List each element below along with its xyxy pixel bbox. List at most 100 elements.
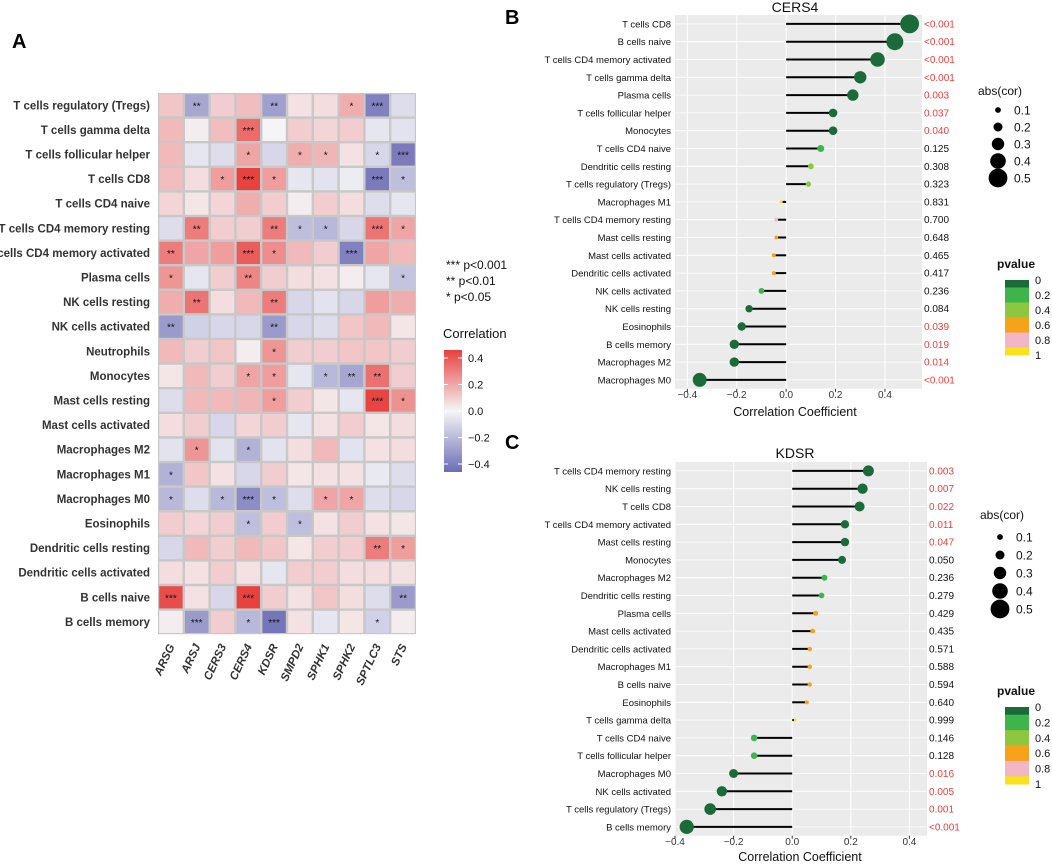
cers4-pvalue-label: 0.014 bbox=[924, 358, 949, 369]
heatmap-cell bbox=[210, 168, 235, 191]
cers4-title: CERS4 bbox=[772, 0, 819, 15]
kdsr-color-key bbox=[1005, 730, 1029, 739]
heatmap-cell bbox=[314, 537, 338, 560]
heatmap-cell bbox=[339, 463, 364, 486]
kdsr-dot bbox=[818, 592, 825, 599]
kdsr-category-label: T cells CD4 memory resting bbox=[554, 466, 671, 477]
heatmap-row-label: T cells gamma delta bbox=[41, 125, 151, 137]
cers4-category-label: Mast cells activated bbox=[588, 251, 671, 262]
heatmap-cell bbox=[391, 192, 415, 215]
heatmap-cell bbox=[210, 266, 235, 289]
heatmap-cell bbox=[159, 94, 183, 117]
cers4-pvalue-label: <0.001 bbox=[924, 37, 955, 48]
heatmap-cell bbox=[210, 561, 235, 584]
cers4-dot bbox=[729, 357, 739, 367]
heatmap-cell bbox=[314, 512, 338, 535]
kdsr-x-tick-label: 0.4 bbox=[902, 837, 916, 848]
heatmap-cell bbox=[185, 487, 209, 510]
significance-star: * bbox=[169, 470, 173, 481]
heatmap-cell bbox=[262, 315, 286, 338]
cers4-color-key bbox=[1005, 287, 1029, 296]
sig-legend-line-1: *** p<0.001 bbox=[446, 258, 507, 272]
kdsr-pvalue-label: 0.047 bbox=[929, 538, 954, 549]
cers4-pvalue-label: 0.125 bbox=[924, 144, 949, 155]
heatmap-cell bbox=[210, 537, 235, 560]
significance-star: *** bbox=[242, 126, 254, 137]
cers4-x-tick-label: −0.4 bbox=[677, 390, 697, 401]
heatmap-cell bbox=[262, 241, 286, 264]
heatmap-cell bbox=[185, 586, 209, 609]
cers4-category-label: B cells memory bbox=[606, 340, 671, 351]
kdsr-dot bbox=[804, 700, 809, 705]
kdsr-dot bbox=[679, 819, 694, 835]
heatmap-cell bbox=[391, 266, 415, 289]
heatmap-cell bbox=[288, 118, 312, 141]
significance-star: * bbox=[350, 101, 354, 112]
heatmap-row-label: Macrophages M2 bbox=[57, 445, 150, 457]
significance-star: * bbox=[272, 175, 276, 186]
significance-star: * bbox=[375, 618, 379, 629]
kdsr-category-label: T cells gamma delta bbox=[586, 716, 672, 727]
heatmap-cell bbox=[314, 118, 338, 141]
heatmap-cell bbox=[314, 561, 338, 584]
heatmap-cell bbox=[365, 414, 389, 437]
heatmap-cell bbox=[365, 168, 389, 191]
kdsr-pvalue-label: 0.236 bbox=[929, 573, 954, 584]
significance-star: * bbox=[272, 249, 276, 260]
heatmap-cell bbox=[236, 487, 260, 510]
significance-star: *** bbox=[165, 593, 177, 604]
heatmap-cell bbox=[391, 414, 415, 437]
heatmap-row-label: T cells CD8 bbox=[88, 174, 151, 186]
significance-star: * bbox=[375, 151, 379, 162]
kdsr-category-label: NK cells activated bbox=[595, 787, 671, 798]
cers4-pvalue-label: <0.001 bbox=[924, 375, 955, 386]
heatmap-cell bbox=[365, 94, 389, 117]
cers4-pvalue-label: 0.323 bbox=[924, 180, 949, 191]
heatmap-cell bbox=[288, 389, 312, 412]
heatmap-cell bbox=[288, 586, 312, 609]
heatmap-row-label: NK cells resting bbox=[63, 297, 150, 309]
heatmap-cell bbox=[262, 414, 286, 437]
heatmap-column-label: KDSR bbox=[256, 642, 281, 677]
heatmap-row-label: NK cells activated bbox=[52, 322, 150, 334]
heatmap-cell bbox=[339, 291, 364, 314]
heatmap-cell bbox=[391, 610, 415, 633]
heatmap-cell bbox=[210, 438, 235, 461]
heatmap-cell bbox=[262, 217, 286, 240]
cers4-category-label: Eosinophils bbox=[622, 322, 671, 333]
heatmap-cell bbox=[391, 389, 415, 412]
correlation-heatmap: ** ** * ******* * * * **** *** * *** *** ** * * *** *** *… bbox=[0, 93, 416, 687]
significance-star: * bbox=[401, 274, 405, 285]
significance-star: * bbox=[246, 618, 250, 629]
kdsr-plot: T cells CD4 memory resting 0.003 NK cells … bbox=[544, 462, 960, 848]
heatmap-cell bbox=[314, 266, 338, 289]
heatmap-cell bbox=[185, 537, 209, 560]
colorbar-ticks: 0.4 0.2 0.0 −0.2 −0.4 bbox=[444, 353, 490, 471]
cers4-size-key bbox=[993, 122, 1003, 132]
cers4-size-key bbox=[995, 107, 1001, 113]
cers4-pvalue-label: 0.465 bbox=[924, 251, 949, 262]
heatmap-cell bbox=[159, 586, 183, 609]
heatmap-cell bbox=[314, 241, 338, 264]
kdsr-size-key-label: 0.5 bbox=[1016, 603, 1033, 617]
kdsr-category-label: Mast cells activated bbox=[588, 627, 671, 638]
heatmap-cell bbox=[236, 168, 260, 191]
heatmap-cell bbox=[262, 487, 286, 510]
heatmap-cell bbox=[185, 414, 209, 437]
heatmap-cell bbox=[210, 192, 235, 215]
significance-star: * bbox=[401, 175, 405, 186]
kdsr-color-legend-title: pvalue bbox=[997, 684, 1035, 698]
kdsr-pvalue-label: 0.050 bbox=[929, 555, 954, 566]
cers4-dot bbox=[774, 235, 779, 240]
heatmap-cell bbox=[159, 266, 183, 289]
heatmap-cell bbox=[339, 241, 364, 264]
heatmap-cell bbox=[185, 217, 209, 240]
heatmap-cell bbox=[159, 192, 183, 215]
kdsr-pvalue-label: 0.435 bbox=[929, 627, 954, 638]
heatmap-cell bbox=[288, 537, 312, 560]
heatmap-cell bbox=[391, 94, 415, 117]
heatmap-cell bbox=[185, 266, 209, 289]
heatmap-cell bbox=[236, 389, 260, 412]
kdsr-dot bbox=[854, 501, 865, 512]
cers4-category-label: NK cells resting bbox=[605, 304, 671, 315]
